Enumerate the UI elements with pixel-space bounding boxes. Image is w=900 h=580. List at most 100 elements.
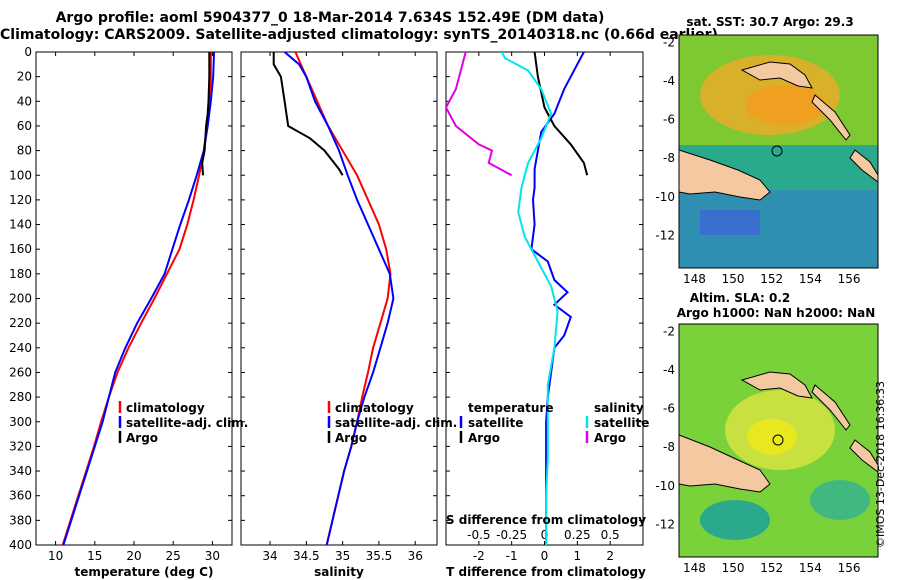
- y-tick-label: 260: [9, 365, 32, 379]
- x-tick-label: 25: [166, 549, 181, 563]
- temperature-legend: climatology satellite-adj. clim. Argo: [118, 401, 248, 445]
- y-tick-label: 120: [9, 193, 32, 207]
- s-tick-label: 0.25: [564, 528, 591, 542]
- map-y-tick-label: -6: [663, 113, 675, 127]
- map-x-tick-label: 156: [838, 561, 861, 575]
- sst-map: [679, 35, 878, 268]
- y-tick-label: 340: [9, 464, 32, 478]
- salinity-series-satellite-adj-clim-: [283, 52, 395, 545]
- map-y-tick-label: -10: [655, 190, 675, 204]
- x-tick-label: 2: [606, 549, 614, 563]
- legend-label-satellite: satellite-adj. clim.: [126, 416, 248, 430]
- sla-high-core: [747, 419, 797, 455]
- sst-landmass-bougainville: [849, 149, 878, 183]
- salinity-series-group: [272, 52, 395, 545]
- map-x-tick-label: 148: [683, 272, 706, 286]
- map-y-tick-label: -2: [663, 36, 675, 50]
- sst-map-label: sat. SST: 30.7 Argo: 29.3: [686, 15, 853, 29]
- y-tick-label: 60: [17, 119, 32, 133]
- legend-title-temperature: temperature: [468, 401, 553, 415]
- map-x-tick-label: 148: [683, 561, 706, 575]
- title-line-2: Climatology: CARS2009. Satellite-adjuste…: [0, 27, 718, 43]
- temperature-xlabel: temperature (deg C): [75, 565, 214, 579]
- x-tick-label: 35: [335, 549, 350, 563]
- x-tick-label: 30: [205, 549, 220, 563]
- sla-map: [679, 324, 878, 557]
- salinity-panel-frame: [240, 51, 438, 546]
- x-tick-label: 1: [574, 549, 582, 563]
- sla-landmass-new-ireland: [811, 384, 851, 431]
- difference-series-group: [446, 52, 589, 545]
- sst-cool-patch: [700, 210, 760, 235]
- y-tick-label: 240: [9, 341, 32, 355]
- map-x-tick-label: 156: [838, 272, 861, 286]
- sla-argo-location: [772, 434, 784, 446]
- y-tick-label: 280: [9, 390, 32, 404]
- s-tick-label: -0.5: [467, 528, 490, 542]
- map-x-tick-label: 152: [760, 561, 783, 575]
- s-difference-xlabel: S difference from climatology: [446, 513, 646, 527]
- y-tick-label: 160: [9, 242, 32, 256]
- map-x-tick-label: 154: [799, 272, 822, 286]
- sla-landmass-new-britain: [740, 371, 813, 399]
- y-tick-label: 40: [17, 94, 32, 108]
- map-y-tick-label: -10: [655, 479, 675, 493]
- y-tick-label: 220: [9, 316, 32, 330]
- sst-hotspot-core: [745, 85, 825, 125]
- y-tick-label: 320: [9, 439, 32, 453]
- legend-label-s-satellite: satellite: [594, 416, 649, 430]
- y-tick-label: 380: [9, 513, 32, 527]
- sla-low-patch-2: [810, 480, 870, 520]
- x-tick-label: 36: [408, 549, 423, 563]
- sla-low-patch-1: [700, 500, 770, 540]
- map-x-tick-label: 150: [722, 272, 745, 286]
- legend-title-salinity: salinity: [594, 401, 644, 415]
- salinity-xlabel: salinity: [314, 565, 364, 579]
- x-tick-label: -1: [506, 549, 518, 563]
- sst-landmass-new-britain: [740, 61, 813, 89]
- difference-legend-salinity: salinity satellite Argo: [585, 401, 649, 445]
- sla-map-label-1: Altim. SLA: 0.2: [690, 291, 791, 305]
- map-x-tick-label: 152: [760, 272, 783, 286]
- x-tick-label: -2: [473, 549, 485, 563]
- legend-label-s-argo: Argo: [594, 431, 626, 445]
- y-tick-label: 20: [17, 70, 32, 84]
- map-y-tick-label: -2: [663, 325, 675, 339]
- x-tick-label: 35.5: [366, 549, 393, 563]
- sst-landmass-new-ireland: [811, 94, 851, 141]
- s-tick-label: 0.5: [601, 528, 620, 542]
- difference-panel-frame: [445, 51, 644, 546]
- legend-label-climatology: climatology: [335, 401, 414, 415]
- map-x-tick-label: 154: [799, 561, 822, 575]
- temperature-series-argo: [201, 52, 211, 176]
- difference-xlabel: T difference from climatology: [446, 565, 646, 579]
- difference-series-s-argo: [446, 52, 513, 177]
- x-tick-label: 34.5: [293, 549, 320, 563]
- x-tick-label: 20: [126, 549, 141, 563]
- s-tick-label: 0: [541, 528, 549, 542]
- s-tick-label: -0.25: [496, 528, 527, 542]
- map-y-tick-label: -4: [663, 363, 675, 377]
- salinity-series-argo: [272, 52, 344, 176]
- sla-landmass-bougainville: [849, 439, 878, 473]
- temperature-series-group: [61, 52, 215, 545]
- title-line-1: Argo profile: aoml 5904377_0 18-Mar-2014…: [55, 10, 605, 26]
- legend-label-argo: Argo: [335, 431, 367, 445]
- map-x-tick-label: 150: [722, 561, 745, 575]
- sst-argo-location: [771, 145, 783, 157]
- temperature-panel-frame: [35, 51, 233, 546]
- y-tick-label: 200: [9, 292, 32, 306]
- y-tick-label: 80: [17, 144, 32, 158]
- difference-legend-temperature: temperature satellite Argo: [459, 401, 553, 445]
- map-y-tick-label: -8: [663, 151, 675, 165]
- y-tick-label: 300: [9, 415, 32, 429]
- map-y-tick-label: -8: [663, 440, 675, 454]
- legend-label-satellite: satellite-adj. clim.: [335, 416, 457, 430]
- y-tick-label: 140: [9, 218, 32, 232]
- difference-series-s-satellite: [500, 52, 559, 545]
- legend-label-climatology: climatology: [126, 401, 205, 415]
- sst-map-frame: [678, 34, 879, 269]
- legend-label-t-argo: Argo: [468, 431, 500, 445]
- sst-landmass-png: [679, 149, 771, 201]
